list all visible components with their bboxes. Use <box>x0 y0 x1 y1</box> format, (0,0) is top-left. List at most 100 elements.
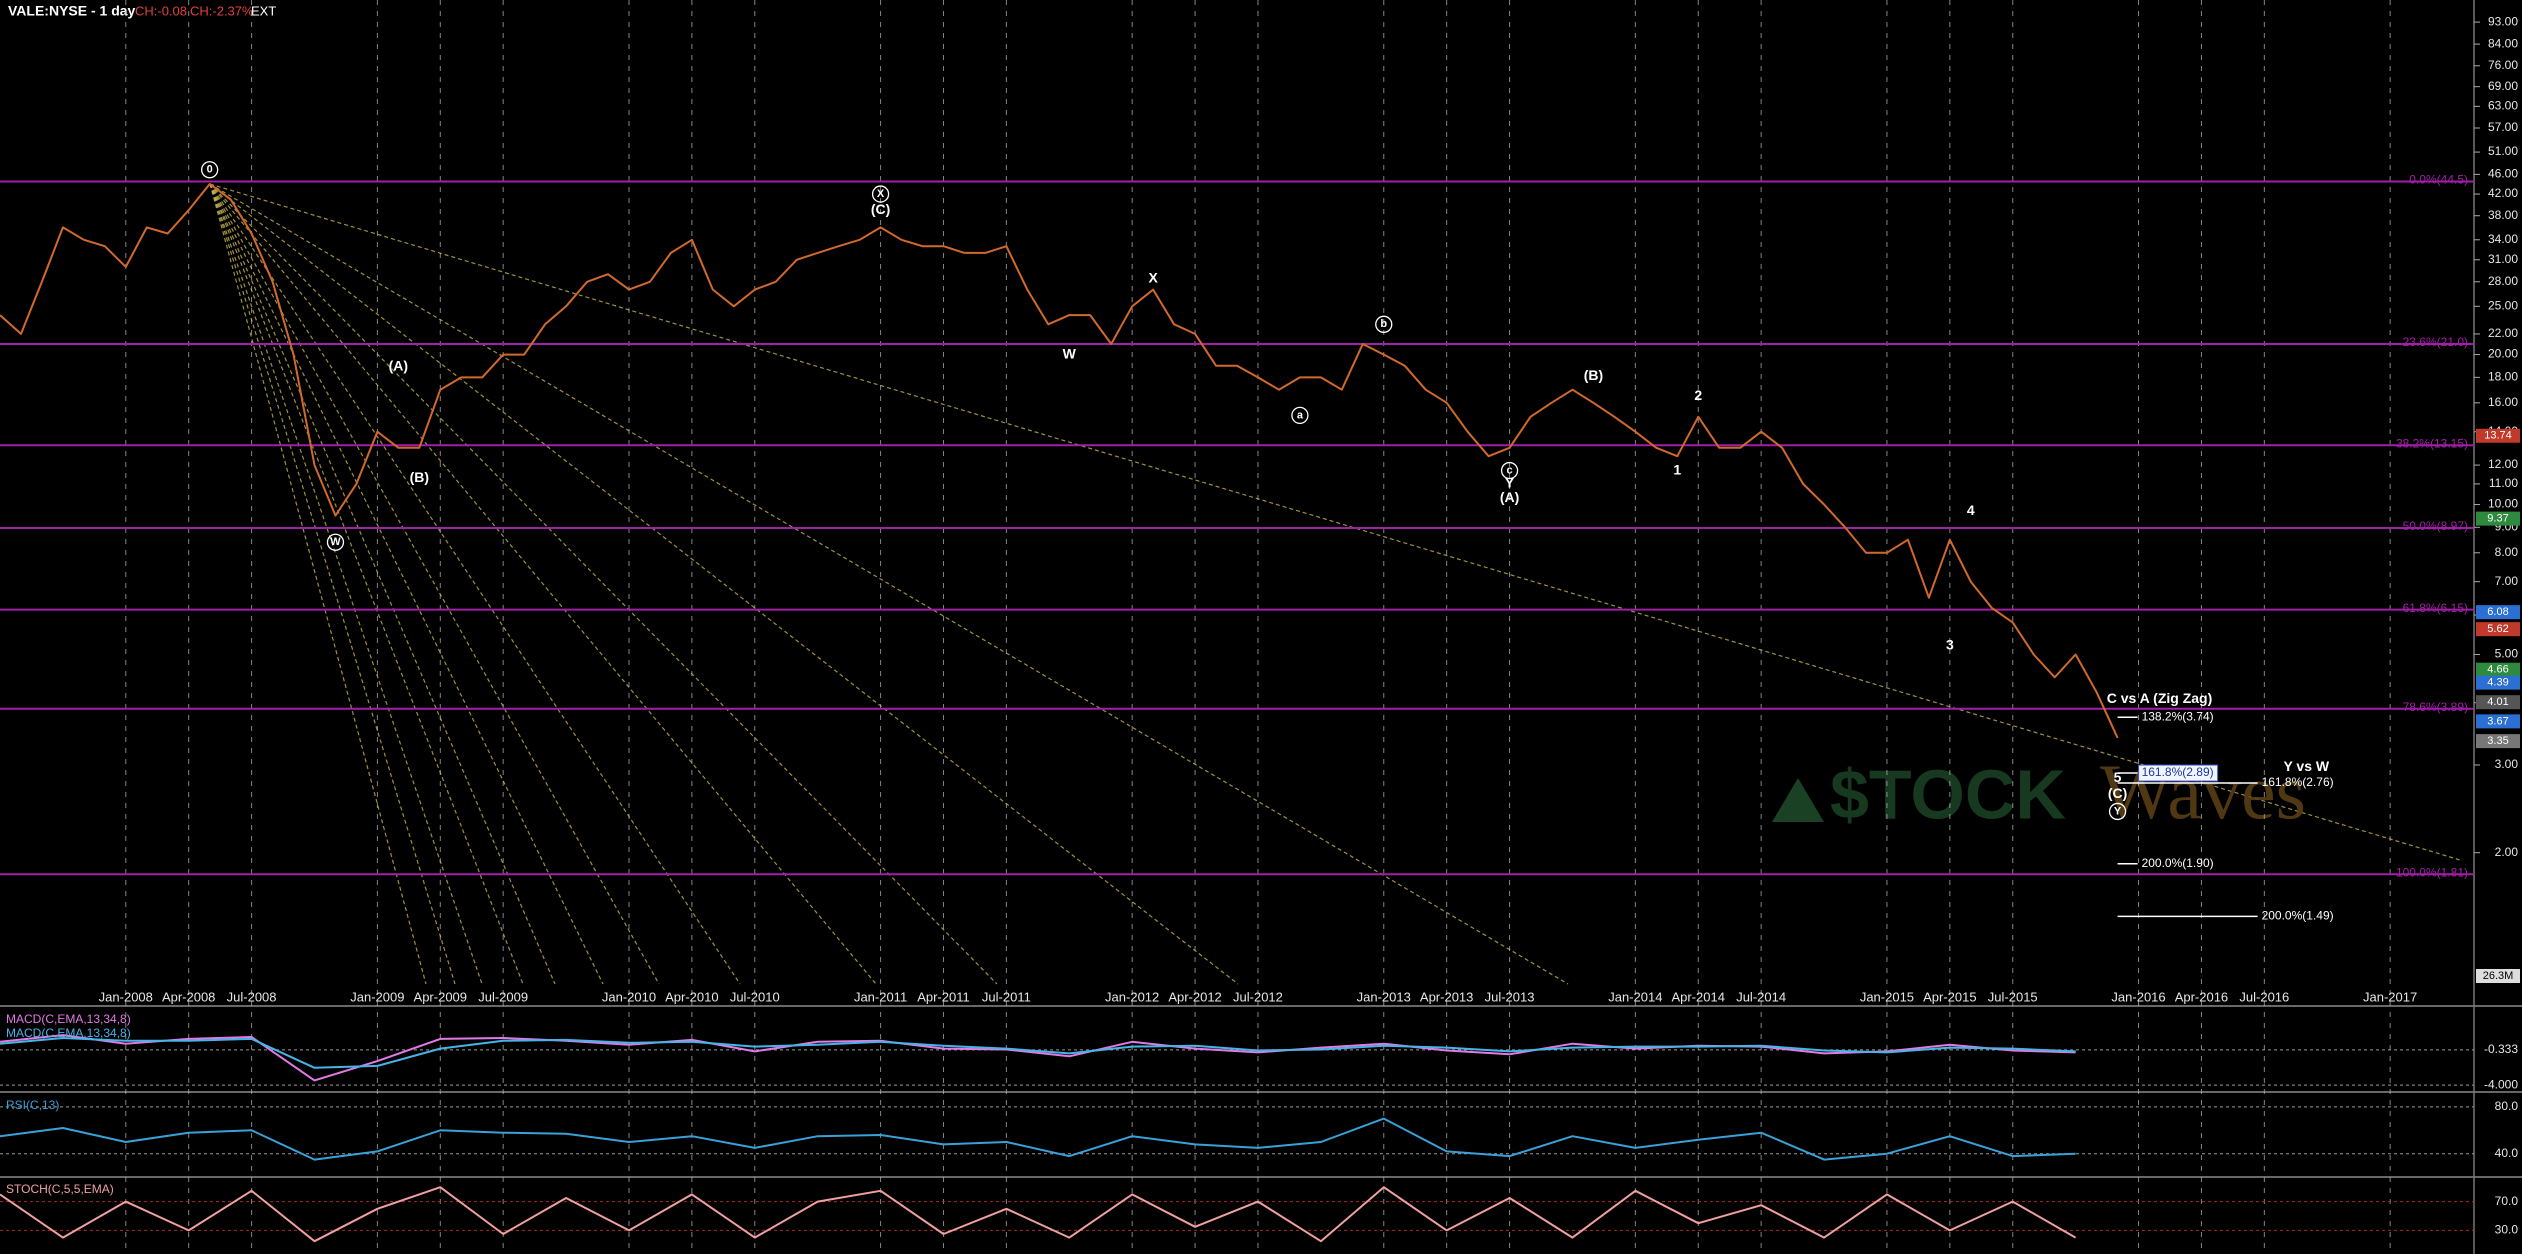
volume-label: 26.3M <box>2483 970 2514 982</box>
x-tick-label: Jan-2012 <box>1105 989 1159 1004</box>
session: EXT <box>251 3 276 18</box>
price-tag <box>2476 714 2520 729</box>
price-tag <box>2476 428 2520 443</box>
wave-label: X <box>877 188 885 200</box>
fan-line <box>209 183 556 985</box>
projection-label: 200.0%(1.90) <box>2142 856 2214 870</box>
wave-label: (C) <box>871 201 890 217</box>
watermark-triangle <box>1772 778 1824 822</box>
panel: 70.0 30.0 STOCH(C,5,5,EMA) <box>0 1182 2519 1243</box>
wave-label: a <box>1297 409 1304 421</box>
x-tick-label: Jan-2009 <box>350 989 404 1004</box>
fan-line <box>209 183 604 985</box>
x-tick-label: Jul-2008 <box>227 989 277 1004</box>
wave-label: (C) <box>2108 785 2127 801</box>
projection-label: 161.8%(2.76) <box>2262 775 2334 789</box>
y-tick-label: 93.00 <box>2488 14 2518 28</box>
price-tag <box>2476 675 2520 690</box>
volume-tag <box>2476 969 2520 983</box>
fan-line <box>209 183 456 985</box>
y-tick-label: 22.00 <box>2488 326 2518 340</box>
price-tag <box>2476 734 2520 749</box>
wave-label: (A) <box>389 358 408 374</box>
x-tick-label: Apr-2011 <box>917 989 970 1004</box>
x-tick-label: Jul-2013 <box>1485 989 1535 1004</box>
wave-label: 3 <box>1946 637 1954 653</box>
x-tick-label: Apr-2012 <box>1168 989 1221 1004</box>
x-tick-label: Apr-2013 <box>1420 989 1473 1004</box>
series-line <box>0 183 2119 739</box>
y-tick-label: 3.00 <box>2495 757 2519 771</box>
price-tag-label: 4.66 <box>2487 664 2508 676</box>
y-tick-label: 16.00 <box>2488 395 2518 409</box>
legend-entry: STOCH(C,5,5,EMA) <box>6 1182 114 1196</box>
y-tick-label: 76.00 <box>2488 58 2518 72</box>
annotation-circle <box>1291 406 1309 425</box>
price-tag <box>2476 622 2520 637</box>
fib-label: 0.0%(44.5) <box>2409 173 2468 187</box>
wave-label: 0 <box>207 164 213 176</box>
x-tick-label: Jul-2010 <box>730 989 780 1004</box>
y-tick-label: 31.00 <box>2488 252 2518 266</box>
wave-label: X <box>1148 269 1158 285</box>
x-tick-label: Jan-2008 <box>99 989 153 1004</box>
x-tick-label: Apr-2014 <box>1672 989 1725 1004</box>
panel: -0.333 -4.000 MACD(C,EMA,13,34,8)MACD(C,EM… <box>0 1012 2518 1091</box>
y-tick-label: 5.00 <box>2495 647 2519 661</box>
fan-line <box>209 183 1569 985</box>
y-tick-label: 80.0 <box>2495 1099 2519 1113</box>
series-line <box>0 1117 2076 1161</box>
price-tag-label: 4.39 <box>2487 677 2508 689</box>
wave-label: (B) <box>1584 367 1603 383</box>
y-tick-label: 42.00 <box>2488 186 2518 200</box>
fib-label: 23.6%(21.0) <box>2403 335 2468 349</box>
x-tick-label: Jul-2011 <box>982 989 1031 1004</box>
y-tick-label: 63.00 <box>2488 99 2518 113</box>
wave-label: Y vs W <box>2283 758 2329 774</box>
y-tick-label: 8.00 <box>2495 545 2519 559</box>
price-tag-label: 13.74 <box>2484 430 2512 442</box>
x-tick-label: Jul-2014 <box>1736 989 1786 1004</box>
change: CH:-0.08 <box>135 3 187 18</box>
projection-label: 200.0%(1.49) <box>2262 909 2334 923</box>
wave-label: b <box>1380 318 1387 330</box>
wave-label: 4 <box>1967 502 1975 518</box>
annotation-circle <box>1375 315 1393 333</box>
x-tick-label: Apr-2016 <box>2175 989 2228 1004</box>
fib-label: 78.6%(3.89) <box>2403 700 2468 714</box>
fib-label: 100.0%(1.81) <box>2396 865 2468 879</box>
wave-label: W <box>330 536 341 548</box>
y-tick-label: 46.00 <box>2488 167 2518 181</box>
y-tick-label: 40.0 <box>2495 1146 2519 1160</box>
y-tick-label: 2.00 <box>2495 845 2519 859</box>
projection-box <box>2138 764 2219 782</box>
x-tick-label: Jul-2009 <box>478 989 528 1004</box>
y-tick-label: 20.00 <box>2488 347 2518 361</box>
annotation-circle <box>201 161 219 179</box>
wave-label: c <box>1506 464 1512 476</box>
series-line <box>0 1186 2077 1243</box>
fan-line <box>209 183 741 985</box>
projection-label: 138.2%(3.74) <box>2142 709 2214 723</box>
y-tick-label: 7.00 <box>2495 574 2519 588</box>
header: VALE:NYSE - 1 day CH:-0.08 CH:-2.37% EXT <box>8 3 276 19</box>
wave-label: W <box>1063 345 1077 361</box>
price-tag-label: 4.01 <box>2487 696 2508 708</box>
annotation-circle <box>326 533 345 551</box>
x-tick-label: Jan-2016 <box>2111 989 2165 1004</box>
legend-entry: RSI(C,13) <box>6 1098 59 1112</box>
fan-line <box>209 183 877 985</box>
symbol: VALE:NYSE - 1 day <box>8 3 136 19</box>
y-tick-label: 38.00 <box>2488 208 2518 222</box>
x-tick-label: Apr-2009 <box>414 989 467 1004</box>
series-line <box>0 1037 2076 1069</box>
x-tick-label: Jan-2011 <box>854 989 907 1004</box>
legend-entry: MACD(C,EMA,13,34,8) <box>6 1012 131 1026</box>
y-tick-label: 12.00 <box>2488 457 2518 471</box>
price-tag <box>2476 662 2520 677</box>
wave-label: Y <box>2114 805 2122 817</box>
y-tick-label: 30.0 <box>2495 1223 2519 1237</box>
fib-label: 50.0%(8.97) <box>2403 519 2468 533</box>
